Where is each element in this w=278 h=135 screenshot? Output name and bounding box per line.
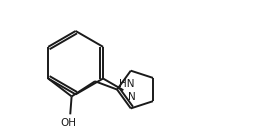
Text: OH: OH xyxy=(61,118,77,128)
Text: N: N xyxy=(128,92,136,102)
Text: HN: HN xyxy=(119,80,134,90)
